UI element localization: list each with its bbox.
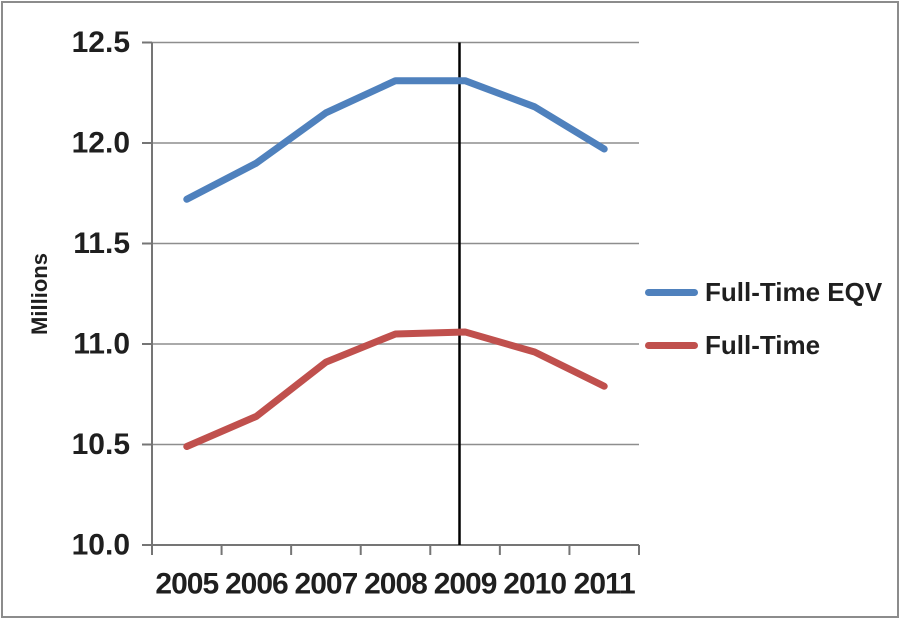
series-line-full-time — [183, 328, 608, 451]
legend-label: Full-Time EQV — [705, 277, 883, 307]
series-line-full-time-eqv — [183, 77, 608, 203]
legend: Full-Time EQV Full-Time — [645, 266, 882, 372]
legend-item-full-time-eqv: Full-Time EQV — [645, 266, 882, 319]
y-axis-tick-label: 11.0 — [73, 328, 130, 361]
x-axis-tick-label: 2006 — [225, 568, 288, 601]
y-axis-tick-label: 10.5 — [72, 428, 130, 461]
legend-line-swatch — [645, 289, 698, 296]
legend-item-full-time: Full-Time — [645, 319, 882, 372]
y-axis-title: Millions — [27, 253, 52, 335]
legend-label: Full-Time — [705, 330, 821, 360]
x-axis-tick-label: 2007 — [295, 568, 358, 601]
x-axis-tick-label: 2005 — [155, 568, 218, 601]
plot-area — [152, 42, 639, 545]
y-axis-tick-label: 12.0 — [72, 127, 130, 160]
x-axis-tick-label: 2008 — [364, 568, 427, 601]
x-axis-tick-label: 2010 — [503, 568, 566, 601]
y-axis-tick-label: 10.0 — [72, 529, 130, 562]
x-axis-tick-label: 2009 — [434, 568, 497, 601]
y-axis-tick-label: 11.5 — [73, 227, 130, 260]
x-axis-tick-label: 2011 — [574, 568, 635, 601]
legend-line-swatch — [645, 342, 698, 349]
y-axis-tick-label: 12.5 — [72, 26, 130, 59]
